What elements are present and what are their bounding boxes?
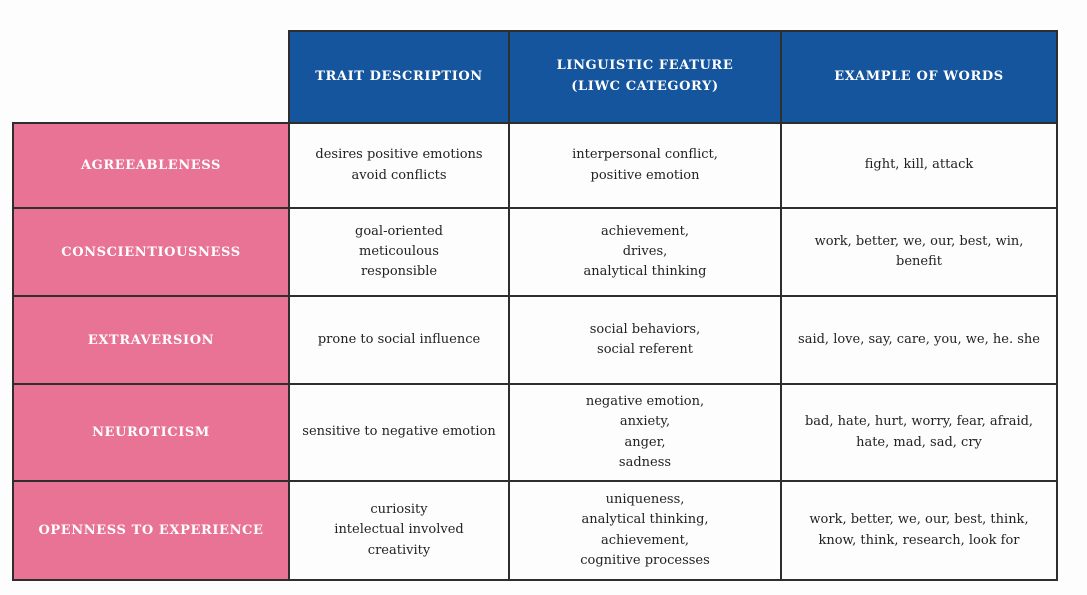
cell-openness-example-words: work, better, we, our, best, think, know… <box>780 480 1058 581</box>
row-label-neuroticism: NEUROTICISM <box>12 383 290 482</box>
cell-conscientiousness-description: goal-oriented meticoulous responsible <box>288 207 510 297</box>
table-row: CONSCIENTIOUSNESS goal-oriented meticoul… <box>12 207 1058 297</box>
cell-agreeableness-description: desires positive emotions avoid conflict… <box>288 122 510 209</box>
cell-neuroticism-linguistic-feature: negative emotion, anxiety, anger, sadnes… <box>508 383 782 482</box>
cell-neuroticism-example-words: bad, hate, hurt, worry, fear, afraid, ha… <box>780 383 1058 482</box>
row-label-extraversion: EXTRAVERSION <box>12 295 290 385</box>
cell-extraversion-linguistic-feature: social behaviors, social referent <box>508 295 782 385</box>
cell-openness-linguistic-feature: uniqueness, analytical thinking, achieve… <box>508 480 782 581</box>
cell-conscientiousness-example-words: work, better, we, our, best, win, benefi… <box>780 207 1058 297</box>
personality-traits-table: TRAIT DESCRIPTION LINGUISTIC FEATURE (LI… <box>12 30 1058 581</box>
cell-agreeableness-example-words: fight, kill, attack <box>780 122 1058 209</box>
cell-neuroticism-description: sensitive to negative emotion <box>288 383 510 482</box>
col-header-trait-description: TRAIT DESCRIPTION <box>288 30 510 124</box>
cell-extraversion-description: prone to social influence <box>288 295 510 385</box>
row-label-conscientiousness: CONSCIENTIOUSNESS <box>12 207 290 297</box>
table-row: NEUROTICISM sensitive to negative emotio… <box>12 383 1058 482</box>
cell-agreeableness-linguistic-feature: interpersonal conflict, positive emotion <box>508 122 782 209</box>
header-row: TRAIT DESCRIPTION LINGUISTIC FEATURE (LI… <box>13 30 1058 124</box>
table-row: AGREEABLENESS desires positive emotions … <box>12 122 1058 209</box>
table-row: OPENNESS TO EXPERIENCE curiosity intelec… <box>12 480 1058 581</box>
cell-extraversion-example-words: said, love, say, care, you, we, he. she <box>780 295 1058 385</box>
col-header-example-of-words: EXAMPLE OF WORDS <box>780 30 1058 124</box>
cell-conscientiousness-linguistic-feature: achievement, drives, analytical thinking <box>508 207 782 297</box>
cell-openness-description: curiosity intelectual involved creativit… <box>288 480 510 581</box>
row-label-openness-to-experience: OPENNESS TO EXPERIENCE <box>12 480 290 581</box>
empty-corner-cell <box>13 31 289 123</box>
table-row: EXTRAVERSION prone to social influence s… <box>12 295 1058 385</box>
col-header-linguistic-feature: LINGUISTIC FEATURE (LIWC CATEGORY) <box>508 30 782 124</box>
row-label-agreeableness: AGREEABLENESS <box>12 122 290 209</box>
